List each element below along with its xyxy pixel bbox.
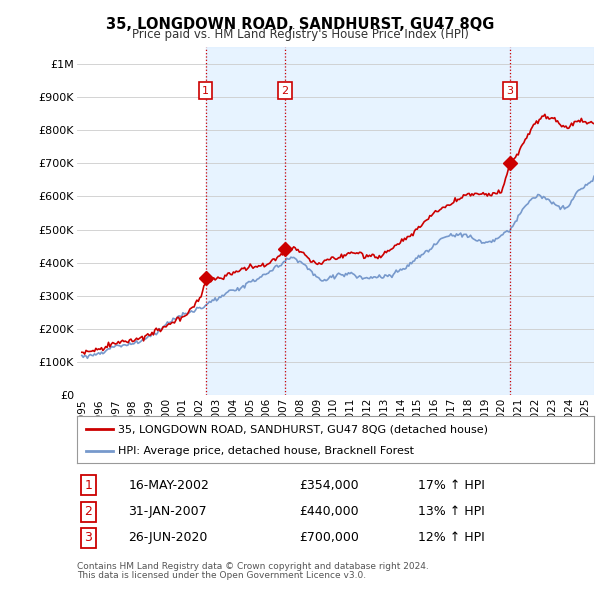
Text: £700,000: £700,000 (299, 532, 359, 545)
Bar (510, 47, 594, 395)
Text: 2: 2 (281, 86, 288, 96)
Text: 26-JUN-2020: 26-JUN-2020 (128, 532, 208, 545)
Text: Price paid vs. HM Land Registry's House Price Index (HPI): Price paid vs. HM Land Registry's House … (131, 28, 469, 41)
Text: 2: 2 (84, 505, 92, 518)
Text: 3: 3 (506, 86, 514, 96)
Text: 35, LONGDOWN ROAD, SANDHURST, GU47 8QG (detached house): 35, LONGDOWN ROAD, SANDHURST, GU47 8QG (… (118, 424, 488, 434)
Text: 3: 3 (84, 532, 92, 545)
Text: 31-JAN-2007: 31-JAN-2007 (128, 505, 207, 518)
Text: 17% ↑ HPI: 17% ↑ HPI (418, 478, 485, 491)
Text: Contains HM Land Registry data © Crown copyright and database right 2024.: Contains HM Land Registry data © Crown c… (77, 562, 428, 571)
Bar (206, 47, 284, 395)
Text: This data is licensed under the Open Government Licence v3.0.: This data is licensed under the Open Gov… (77, 571, 366, 579)
Text: 13% ↑ HPI: 13% ↑ HPI (418, 505, 485, 518)
Bar (284, 47, 510, 395)
Text: 1: 1 (202, 86, 209, 96)
Text: HPI: Average price, detached house, Bracknell Forest: HPI: Average price, detached house, Brac… (118, 447, 414, 456)
Text: 35, LONGDOWN ROAD, SANDHURST, GU47 8QG: 35, LONGDOWN ROAD, SANDHURST, GU47 8QG (106, 17, 494, 31)
Text: 1: 1 (84, 478, 92, 491)
Text: 12% ↑ HPI: 12% ↑ HPI (418, 532, 485, 545)
Text: £440,000: £440,000 (299, 505, 359, 518)
Text: £354,000: £354,000 (299, 478, 359, 491)
Text: 16-MAY-2002: 16-MAY-2002 (128, 478, 209, 491)
